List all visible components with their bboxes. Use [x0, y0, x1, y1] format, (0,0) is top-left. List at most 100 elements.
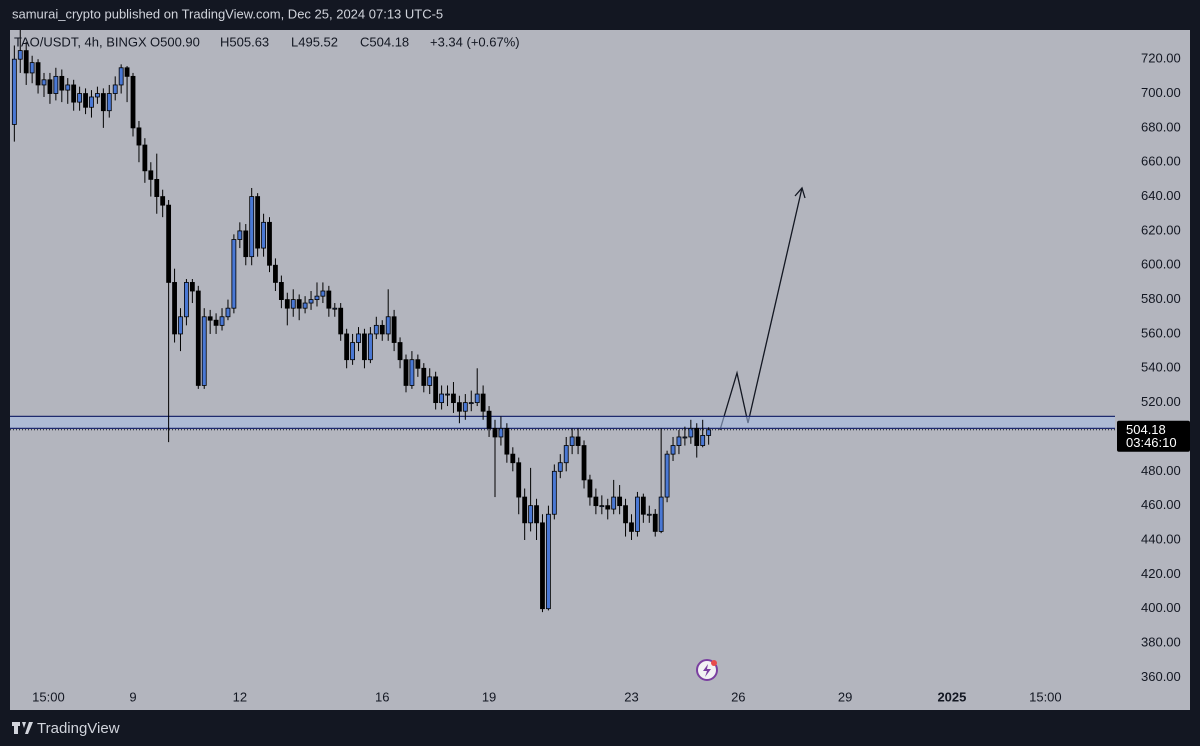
candle-body-down — [397, 342, 403, 361]
y-tick-label: 420.00 — [1141, 566, 1181, 581]
candle-body-up — [178, 316, 183, 335]
legend-close: C504.18 — [360, 34, 409, 49]
y-tick-label: 600.00 — [1141, 257, 1181, 272]
candle-body-down — [605, 505, 611, 510]
candle-body-down — [278, 282, 284, 300]
candle-body-up — [320, 290, 326, 297]
candle-body-down — [154, 178, 160, 197]
candle-body-up — [112, 84, 118, 94]
candle-body-down — [534, 505, 539, 524]
candle-body-up — [599, 505, 605, 508]
candle-body-down — [83, 93, 88, 108]
projection-drawing — [719, 187, 803, 431]
candle-body-up — [184, 282, 189, 318]
x-tick-label: 9 — [129, 689, 136, 704]
candle-body-up — [528, 505, 534, 524]
candle-body-down — [486, 410, 492, 429]
x-tick-label: 19 — [482, 689, 496, 704]
y-tick-label: 640.00 — [1141, 188, 1181, 203]
candle-body-up — [106, 93, 112, 112]
x-tick-label: 2025 — [937, 689, 966, 704]
candle-body-up — [688, 427, 694, 438]
candle-body-up — [682, 436, 688, 439]
candle-body-down — [296, 299, 302, 309]
candle-body-up — [53, 75, 59, 94]
candle-body-down — [593, 496, 599, 507]
candle-body-up — [611, 496, 617, 510]
candle-body-down — [344, 333, 350, 361]
candle-body-down — [160, 196, 166, 206]
y-tick-label: 520.00 — [1141, 394, 1181, 409]
candle-body-down — [652, 513, 658, 532]
countdown-label: 03:46:10 — [1126, 435, 1177, 450]
candle-body-down — [587, 479, 593, 498]
candle-body-up — [77, 93, 83, 103]
candle-body-up — [676, 436, 682, 446]
candle-body-down — [255, 196, 261, 249]
y-tick-label: 660.00 — [1141, 154, 1181, 169]
candle-body-up — [65, 84, 71, 91]
candle-body-up — [373, 324, 379, 335]
candle-body-up — [201, 316, 207, 386]
y-tick-label: 620.00 — [1141, 222, 1181, 237]
candle-body-up — [350, 342, 355, 361]
candle-body-down — [623, 505, 628, 524]
candle-body-down — [421, 367, 427, 386]
x-tick-label: 12 — [233, 689, 247, 704]
candle-body-down — [457, 402, 462, 412]
y-tick-label: 380.00 — [1141, 634, 1181, 649]
x-tick-label: 26 — [731, 689, 745, 704]
candle-body-up — [290, 299, 296, 309]
y-tick-label: 480.00 — [1141, 463, 1181, 478]
candle-body-up — [546, 513, 551, 610]
candle-body-down — [415, 359, 421, 369]
candle-body-down — [213, 319, 219, 326]
x-tick-label: 15:00 — [1029, 689, 1062, 704]
y-tick-label: 580.00 — [1141, 291, 1181, 306]
y-tick-label: 700.00 — [1141, 85, 1181, 100]
legend: TAO/USDT, 4h, BINGX O500.90 H505.63 L495… — [14, 34, 520, 49]
candle-body-up — [219, 316, 225, 326]
candle-body-up — [646, 513, 652, 516]
y-tick-label: 720.00 — [1141, 51, 1181, 66]
y-tick-label: 400.00 — [1141, 600, 1181, 615]
x-tick-label: 29 — [838, 689, 852, 704]
candle-body-down — [362, 333, 367, 361]
candle-body-up — [118, 67, 124, 86]
candle-body-down — [59, 75, 65, 91]
brand-logo — [12, 722, 33, 734]
candle-body-up — [11, 58, 17, 125]
candle-body-down — [581, 445, 587, 481]
candle-body-up — [439, 393, 445, 404]
projection-arrowhead — [794, 186, 806, 199]
candle-body-down — [516, 462, 522, 498]
candle-body-up — [249, 196, 255, 258]
x-tick-label: 16 — [375, 689, 389, 704]
candle-body-up — [551, 470, 557, 515]
y-tick-label: 360.00 — [1141, 669, 1181, 684]
candle-body-up — [314, 295, 320, 300]
candle-body-down — [47, 79, 53, 94]
legend-change: +3.34 (+0.67%) — [430, 34, 520, 49]
y-tick-label: 680.00 — [1141, 119, 1181, 134]
plot-background — [10, 30, 1190, 710]
candle-body-down — [629, 522, 634, 532]
candle-body-up — [385, 316, 391, 335]
candle-body-down — [136, 127, 142, 146]
candle-body-down — [35, 62, 41, 86]
candle-body-up — [427, 376, 433, 386]
candle-body-up — [261, 221, 266, 249]
candle-body-up — [29, 62, 35, 74]
last-price-box — [1117, 420, 1190, 452]
zone-fill — [10, 416, 1115, 429]
candle-body-down — [130, 75, 136, 129]
brand-name: TradingView — [37, 720, 120, 737]
candle-body-down — [326, 290, 332, 309]
candle-body-up — [563, 445, 569, 464]
candle-body-down — [640, 496, 646, 515]
candle-body-up — [356, 333, 361, 343]
legend-high: H505.63 — [220, 34, 269, 49]
candle-body-up — [670, 445, 676, 455]
candle-body-down — [273, 264, 278, 283]
